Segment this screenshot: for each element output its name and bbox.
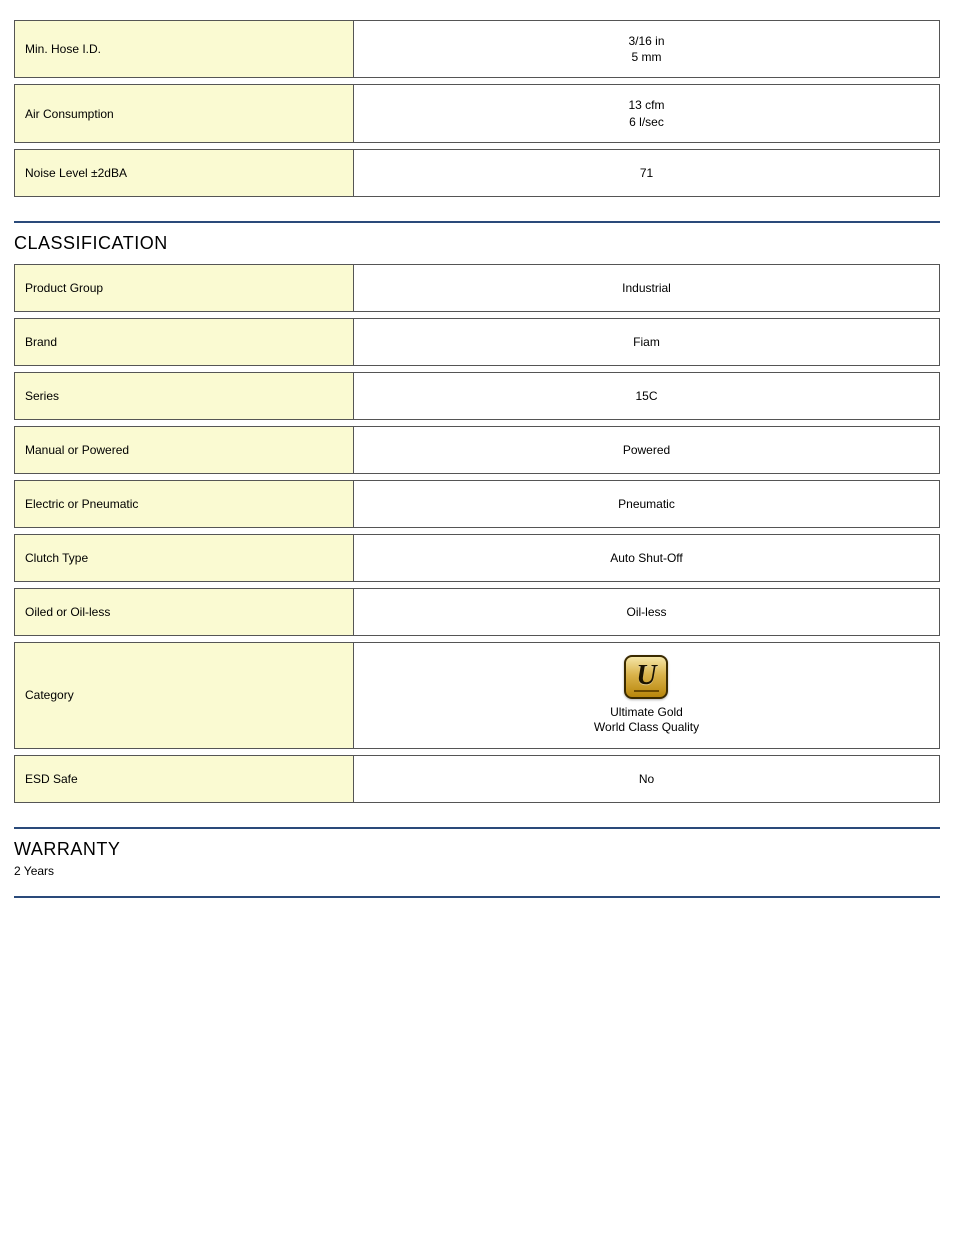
spec-value: Oil-less	[354, 588, 940, 636]
section-divider	[14, 896, 940, 898]
table-row: Electric or Pneumatic Pneumatic	[14, 480, 940, 528]
spec-label: Manual or Powered	[14, 426, 354, 474]
spec-value-line: 13 cfm	[628, 98, 664, 112]
spec-label: Noise Level ±2dBA	[14, 149, 354, 197]
spec-label: Category	[14, 642, 354, 749]
table-row: Series 15C	[14, 372, 940, 420]
badge-caption-line: World Class Quality	[594, 720, 699, 734]
table-row: Noise Level ±2dBA 71	[14, 149, 940, 197]
table-row-category: Category U Ultimate Gold World Class Qua…	[14, 642, 940, 749]
spec-value: 71	[354, 149, 940, 197]
section-divider	[14, 221, 940, 223]
ultimate-gold-badge-icon: U	[624, 655, 668, 699]
badge-caption-line: Ultimate Gold	[610, 705, 683, 719]
spec-label: Min. Hose I.D.	[14, 20, 354, 78]
spec-value: Industrial	[354, 264, 940, 312]
spec-value: Fiam	[354, 318, 940, 366]
spec-label: Series	[14, 372, 354, 420]
warranty-text: 2 Years	[14, 864, 940, 878]
badge-letter: U	[634, 662, 658, 692]
spec-value: 3/16 in 5 mm	[354, 20, 940, 78]
spec-label: Oiled or Oil-less	[14, 588, 354, 636]
spec-label: Electric or Pneumatic	[14, 480, 354, 528]
spec-value: 15C	[354, 372, 940, 420]
spec-value: Pneumatic	[354, 480, 940, 528]
table-row: ESD Safe No	[14, 755, 940, 803]
spec-value: Powered	[354, 426, 940, 474]
spec-label: Air Consumption	[14, 84, 354, 142]
spec-value: Auto Shut-Off	[354, 534, 940, 582]
category-badge-wrap: U Ultimate Gold World Class Quality	[594, 655, 699, 736]
badge-caption: Ultimate Gold World Class Quality	[594, 705, 699, 736]
table-row: Air Consumption 13 cfm 6 l/sec	[14, 84, 940, 142]
table-row: Brand Fiam	[14, 318, 940, 366]
category-value-cell: U Ultimate Gold World Class Quality	[354, 642, 940, 749]
table-row: Oiled or Oil-less Oil-less	[14, 588, 940, 636]
specs-table-top: Min. Hose I.D. 3/16 in 5 mm Air Consumpt…	[14, 14, 940, 203]
spec-value: 13 cfm 6 l/sec	[354, 84, 940, 142]
spec-value: No	[354, 755, 940, 803]
spec-label: Clutch Type	[14, 534, 354, 582]
spec-value-line: 6 l/sec	[629, 115, 664, 129]
table-row: Manual or Powered Powered	[14, 426, 940, 474]
spec-value-line: 5 mm	[632, 50, 662, 64]
spec-label: Product Group	[14, 264, 354, 312]
warranty-heading: WARRANTY	[14, 839, 940, 860]
spec-label: Brand	[14, 318, 354, 366]
spec-value-line: 3/16 in	[628, 34, 664, 48]
table-row: Min. Hose I.D. 3/16 in 5 mm	[14, 20, 940, 78]
classification-table: Product Group Industrial Brand Fiam Seri…	[14, 258, 940, 809]
section-divider	[14, 827, 940, 829]
table-row: Clutch Type Auto Shut-Off	[14, 534, 940, 582]
table-row: Product Group Industrial	[14, 264, 940, 312]
spec-label: ESD Safe	[14, 755, 354, 803]
classification-heading: CLASSIFICATION	[14, 233, 940, 254]
